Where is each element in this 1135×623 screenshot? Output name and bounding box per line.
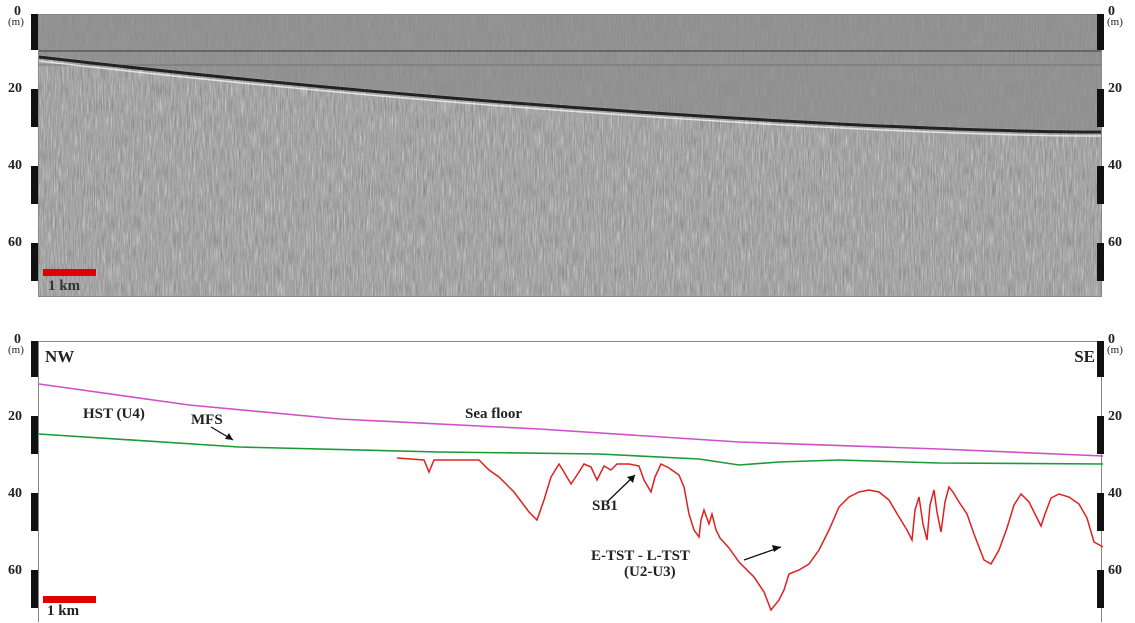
depth-tick: 0	[1108, 332, 1115, 347]
sea-floor-label: Sea floor	[465, 406, 523, 422]
direction-nw: NW	[45, 347, 75, 366]
depth-axis-left-top	[31, 14, 38, 297]
tst-label: E-TST - L-TST	[591, 548, 690, 564]
tst-arrowhead	[772, 545, 781, 552]
seismic-profile-image: 1 km	[38, 14, 1102, 297]
depth-tick: 20	[1108, 81, 1122, 96]
depth-tick: 0	[14, 4, 21, 19]
depth-axis-right-bottom	[1097, 341, 1104, 622]
mfs-line	[39, 433, 1103, 466]
depth-unit: (m)	[1107, 16, 1123, 28]
seismic-texture	[39, 15, 1101, 296]
depth-unit: (m)	[8, 344, 24, 356]
depth-tick: 0	[14, 332, 21, 347]
depth-tick: 40	[1108, 158, 1122, 173]
depth-axis-right-top	[1097, 14, 1104, 297]
mfs-arrowhead	[225, 433, 233, 440]
tst-units-label: (U2-U3)	[624, 564, 676, 580]
depth-tick: 20	[8, 81, 22, 96]
depth-tick: 20	[1108, 409, 1122, 424]
sb1-line	[396, 457, 1103, 612]
depth-unit: (m)	[8, 16, 24, 28]
interpretation-lines	[39, 383, 1103, 612]
scale-bar	[43, 596, 96, 603]
depth-tick: 40	[1108, 486, 1122, 501]
depth-tick: 60	[1108, 563, 1122, 578]
sea-floor-line	[39, 383, 1103, 457]
depth-tick: 0	[1108, 4, 1115, 19]
depth-tick: 60	[8, 235, 22, 250]
sb1-arrowhead	[627, 475, 635, 483]
scale-label: 1 km	[48, 278, 81, 294]
interpretation-panel: NW SE HST (U4) MFS Sea floor SB1 E-TST -…	[38, 341, 1103, 622]
hst-label: HST (U4)	[83, 406, 145, 422]
depth-tick: 40	[8, 158, 22, 173]
depth-tick: 60	[1108, 235, 1122, 250]
depth-axis-left-bottom	[31, 341, 38, 622]
depth-tick: 20	[8, 409, 22, 424]
direction-se: SE	[1074, 347, 1095, 366]
sb1-label: SB1	[592, 498, 618, 514]
mfs-label: MFS	[191, 412, 223, 428]
scale-label: 1 km	[47, 603, 80, 619]
depth-tick: 40	[8, 486, 22, 501]
depth-unit: (m)	[1107, 344, 1123, 356]
scale-bar	[43, 269, 96, 276]
depth-tick: 60	[8, 563, 22, 578]
